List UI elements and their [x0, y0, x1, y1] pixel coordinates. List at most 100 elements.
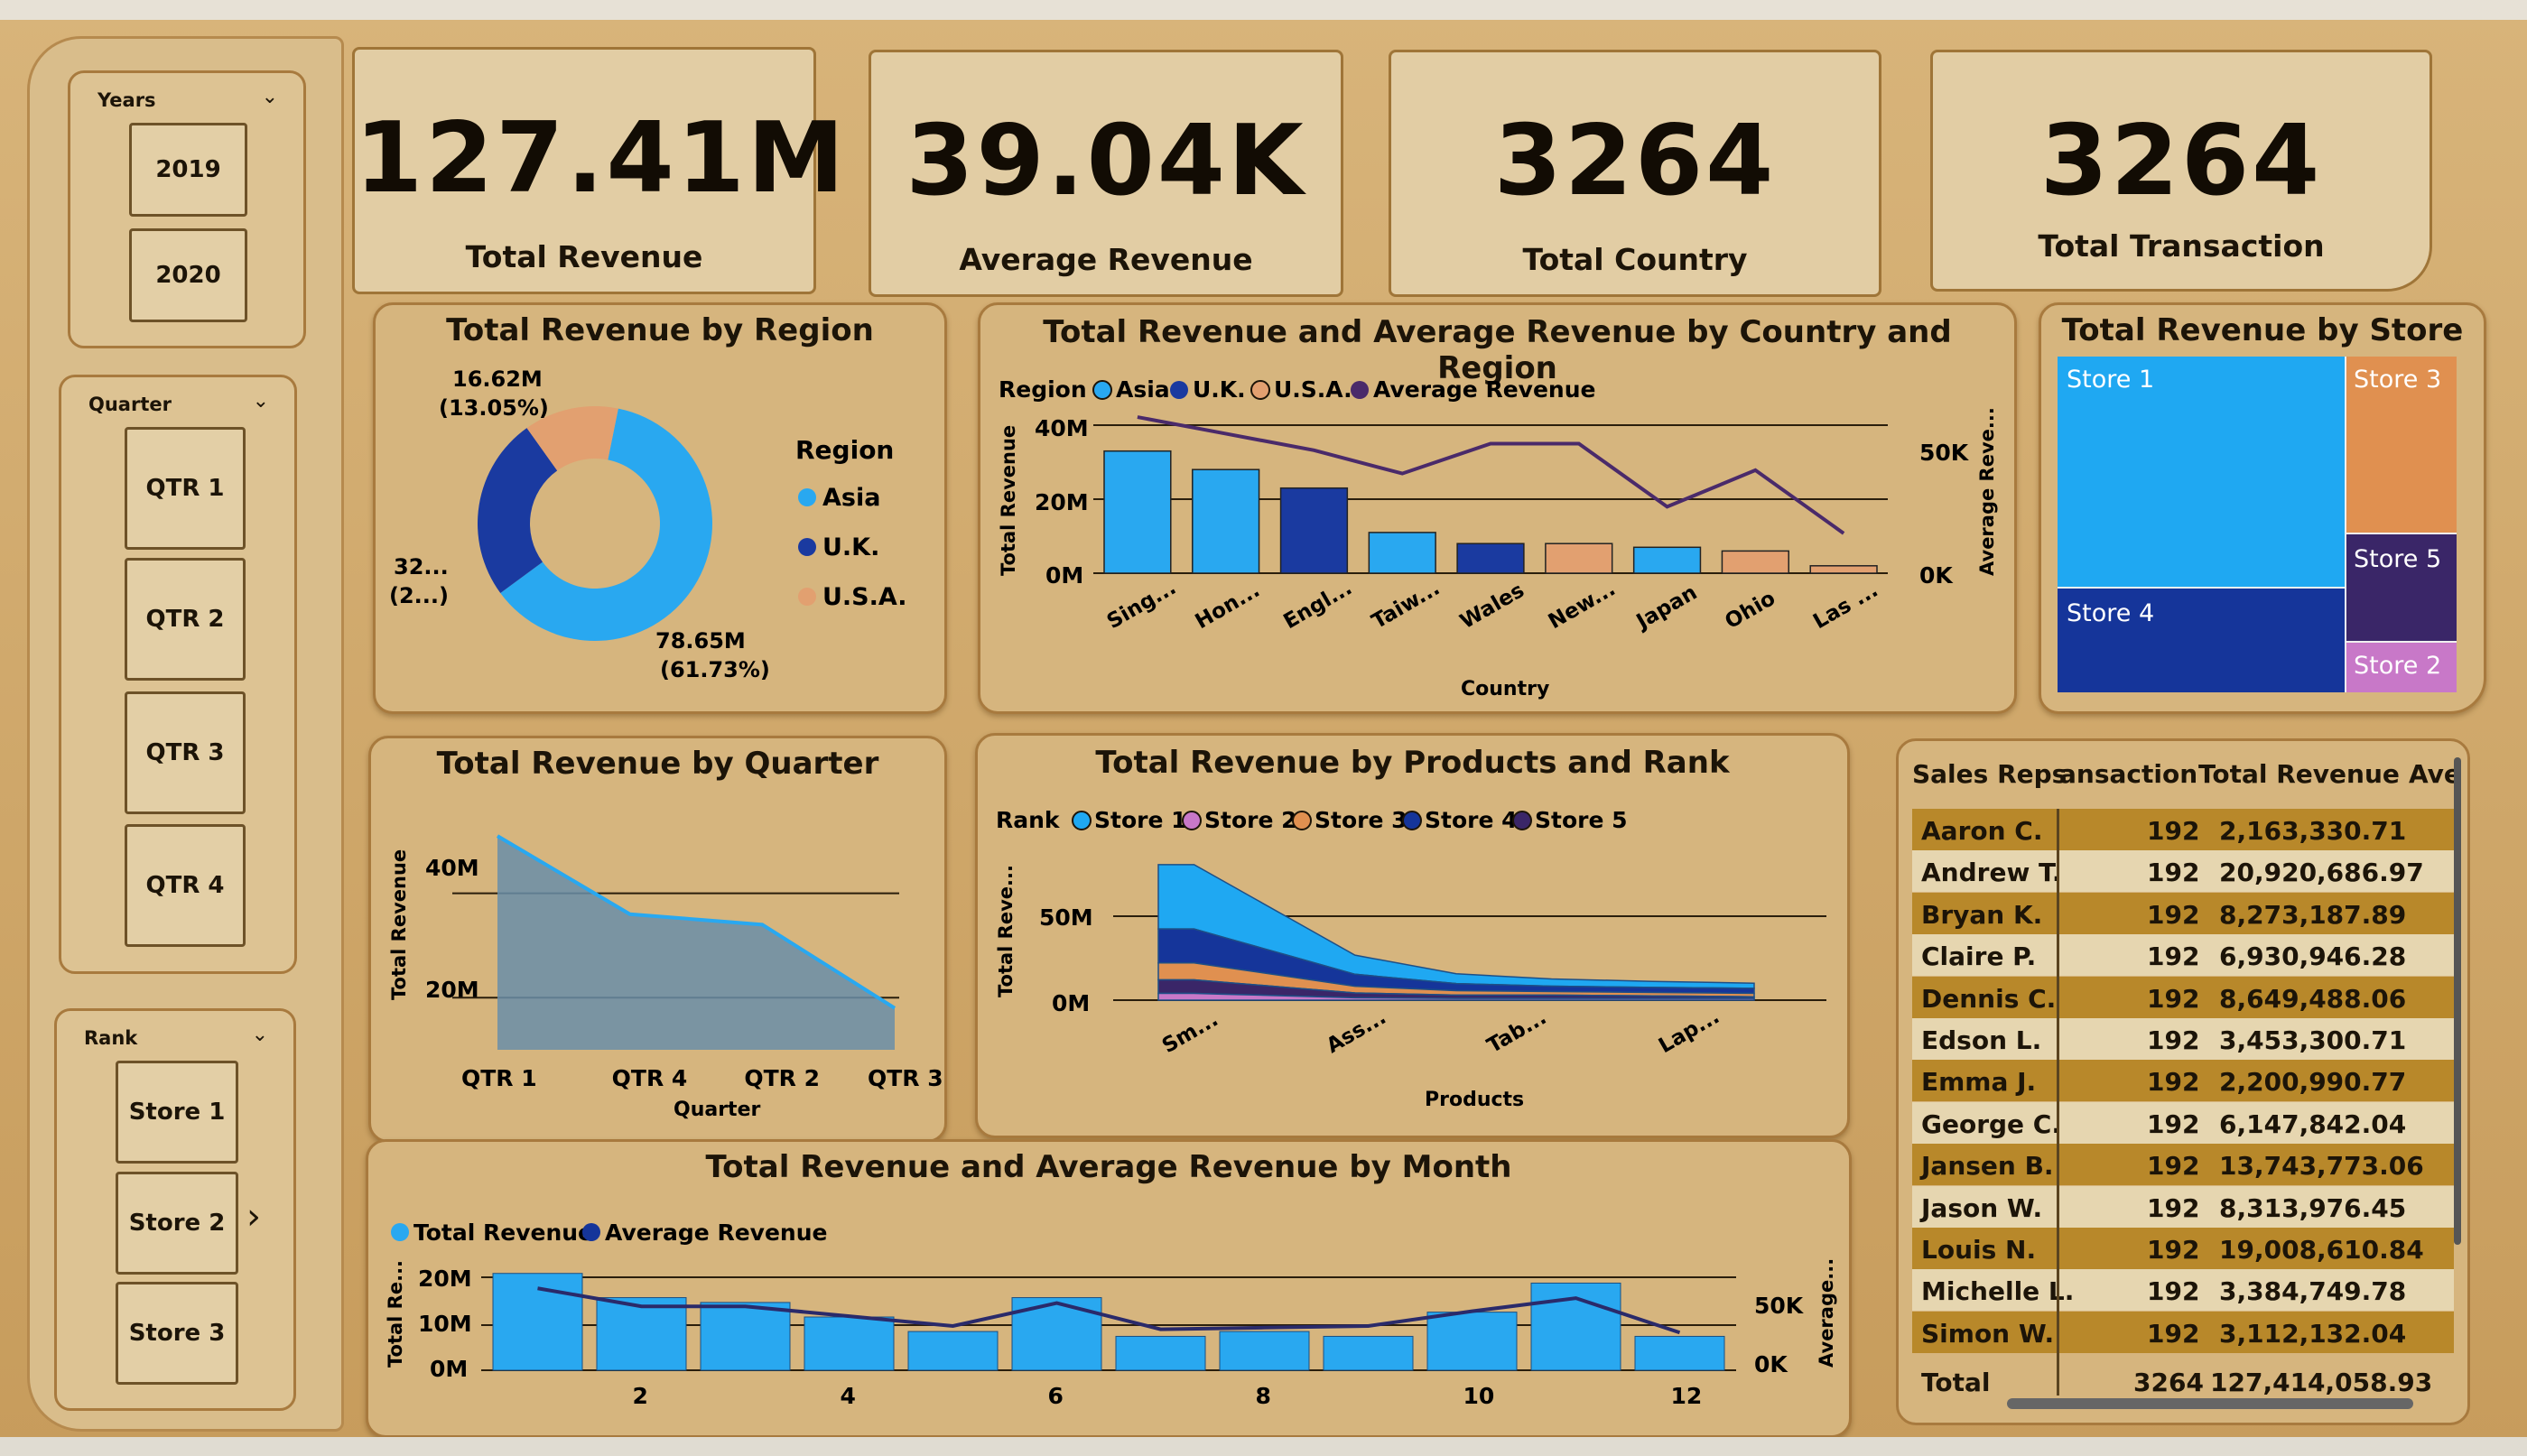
- treemap-tile-store1[interactable]: Store 1: [2058, 357, 2345, 587]
- cell-name: Jason W.: [1921, 1192, 2043, 1223]
- treemap-tile-store5[interactable]: Store 5: [2346, 534, 2457, 641]
- slicer-item-store1[interactable]: Store 1: [116, 1061, 238, 1164]
- cell-total: 8,273,187.89: [2219, 899, 2407, 930]
- table-row[interactable]: Edson L. 192 3,453,300.71: [1912, 1018, 2454, 1060]
- chevron-down-icon[interactable]: ⌄: [251, 1024, 268, 1046]
- legend-store2[interactable]: Store 2: [1204, 807, 1297, 833]
- month-bar[interactable]: [700, 1302, 791, 1371]
- chevron-down-icon[interactable]: ⌄: [261, 86, 278, 108]
- donut-label-bottom: 78.65M: [655, 628, 746, 654]
- legend-total-revenue[interactable]: Total Revenue: [413, 1220, 593, 1246]
- slicer-item-qtr3[interactable]: QTR 3: [125, 691, 246, 814]
- legend-store1[interactable]: Store 1: [1094, 807, 1187, 833]
- legend-store3[interactable]: Store 3: [1315, 807, 1408, 833]
- horizontal-scrollbar[interactable]: [2007, 1398, 2413, 1409]
- donut-slice-uk[interactable]: [478, 428, 558, 593]
- month-bar[interactable]: [492, 1273, 583, 1371]
- table-row[interactable]: Jansen B. 192 13,743,773.06: [1912, 1144, 2454, 1186]
- month-combo-chart: Total Revenue Average Revenue 20M 10M 0M…: [385, 1220, 1837, 1409]
- chevron-right-icon[interactable]: ›: [246, 1196, 261, 1238]
- country-bar[interactable]: [1809, 565, 1878, 574]
- slicer-item-store2[interactable]: Store 2: [116, 1172, 238, 1275]
- slicer-item-qtr1[interactable]: QTR 1: [125, 427, 246, 550]
- table-header-sales-reps[interactable]: Sales Reps: [1912, 759, 2067, 789]
- quarter-line[interactable]: [496, 834, 897, 1010]
- country-bar[interactable]: [1279, 487, 1349, 574]
- x-tick-label: Las ...: [1809, 579, 1882, 635]
- slicer-item-qtr4[interactable]: QTR 4: [125, 824, 246, 947]
- donut-slice-usa[interactable]: [526, 406, 618, 471]
- country-bar[interactable]: [1721, 550, 1789, 574]
- panel-title: Total Revenue by Quarter: [436, 746, 879, 782]
- y2-axis-label: Average Reve...: [1976, 407, 1998, 576]
- month-bar[interactable]: [1530, 1282, 1621, 1371]
- donut-label-left: 32...: [394, 554, 449, 580]
- table-header-average[interactable]: Ave: [2409, 759, 2461, 789]
- treemap-tile-store4[interactable]: Store 4: [2058, 589, 2345, 692]
- table-row[interactable]: Simon W. 192 3,112,132.04: [1912, 1311, 2454, 1353]
- month-bar[interactable]: [596, 1297, 687, 1371]
- quarter-area[interactable]: [497, 836, 895, 1050]
- monitor-top-edge: [0, 0, 2527, 20]
- table-row[interactable]: Michelle L. 192 3,384,749.78: [1912, 1269, 2454, 1312]
- month-bar[interactable]: [1426, 1312, 1518, 1371]
- treemap-tile-store2[interactable]: Store 2: [2346, 643, 2457, 692]
- legend-dot-store5: [1512, 811, 1532, 830]
- kpi-total-revenue: 127.41M Total Revenue: [352, 47, 844, 294]
- table-row[interactable]: Bryan K. 192 8,273,187.89: [1912, 892, 2454, 934]
- country-bar[interactable]: [1192, 468, 1260, 574]
- table-row[interactable]: Claire P. 192 6,930,946.28: [1912, 934, 2454, 977]
- slicer-item-2019[interactable]: 2019: [129, 123, 247, 217]
- treemap-tile-store3[interactable]: Store 3: [2346, 357, 2457, 533]
- donut-label-top-pct: (13.05%): [439, 395, 549, 421]
- legend-usa[interactable]: U.S.A.: [822, 583, 907, 611]
- area-store2[interactable]: [1157, 992, 1755, 1001]
- table-row[interactable]: Dennis C. 192 8,649,488.06: [1912, 976, 2454, 1018]
- legend-average-revenue[interactable]: Average Revenue: [1373, 376, 1595, 403]
- chevron-down-icon[interactable]: ⌄: [252, 390, 269, 413]
- donut-slice-asia[interactable]: [500, 408, 712, 641]
- table-row[interactable]: Jason W. 192 8,313,976.45: [1912, 1185, 2454, 1228]
- legend-uk[interactable]: U.K.: [822, 533, 879, 561]
- table-header-transaction[interactable]: ansaction: [2059, 759, 2198, 789]
- month-bar[interactable]: [1634, 1335, 1725, 1371]
- country-bar[interactable]: [1103, 450, 1172, 574]
- month-bar[interactable]: [1219, 1331, 1310, 1371]
- table-row[interactable]: George C. 192 6,147,842.04: [1912, 1101, 2454, 1144]
- legend-usa[interactable]: U.S.A.: [1274, 376, 1352, 403]
- legend-average-revenue[interactable]: Average Revenue: [605, 1220, 827, 1246]
- table-row[interactable]: Louis N. 192 19,008,610.84: [1912, 1228, 2454, 1269]
- country-bar[interactable]: [1456, 543, 1525, 574]
- country-bar[interactable]: [1545, 543, 1613, 574]
- y2-tick: 50K: [1919, 440, 1970, 466]
- country-bar[interactable]: [1632, 546, 1702, 574]
- average-revenue-line[interactable]: [1137, 415, 1845, 535]
- country-bar[interactable]: [1368, 532, 1436, 574]
- legend-uk[interactable]: U.K.: [1193, 376, 1246, 403]
- table-header-total-revenue[interactable]: Total Revenue: [2198, 759, 2400, 789]
- x-tick-label: Ass...: [1323, 1006, 1390, 1058]
- x-tick-label: 12: [1671, 1383, 1703, 1409]
- slicer-item-qtr2[interactable]: QTR 2: [125, 558, 246, 681]
- kpi-label: Average Revenue: [959, 242, 1253, 277]
- slicer-item-2020[interactable]: 2020: [129, 228, 247, 322]
- x-tick-label: Japan: [1631, 580, 1701, 635]
- month-bar[interactable]: [804, 1316, 895, 1371]
- table-row[interactable]: Emma J. 192 2,200,990.77: [1912, 1060, 2454, 1102]
- legend-asia[interactable]: Asia: [1116, 376, 1170, 403]
- cell-total: 13,743,773.06: [2219, 1151, 2424, 1182]
- month-bar[interactable]: [1323, 1335, 1414, 1371]
- month-bar[interactable]: [1115, 1335, 1206, 1371]
- slicer-item-store3[interactable]: Store 3: [116, 1282, 238, 1385]
- legend-store5[interactable]: Store 5: [1535, 807, 1628, 833]
- cell-count: 192: [2147, 1318, 2200, 1349]
- legend-asia[interactable]: Asia: [822, 484, 880, 512]
- month-bar[interactable]: [907, 1331, 999, 1371]
- kpi-value: 3264: [1493, 105, 1777, 218]
- table-row[interactable]: Aaron C. 192 2,163,330.71: [1912, 809, 2454, 850]
- average-revenue-line[interactable]: [537, 1286, 1681, 1335]
- vertical-scrollbar[interactable]: [2454, 757, 2461, 1245]
- cell-name: Edson L.: [1921, 1025, 2042, 1055]
- table-row[interactable]: Andrew T. 192 20,920,686.97: [1912, 850, 2454, 893]
- legend-store4[interactable]: Store 4: [1425, 807, 1518, 833]
